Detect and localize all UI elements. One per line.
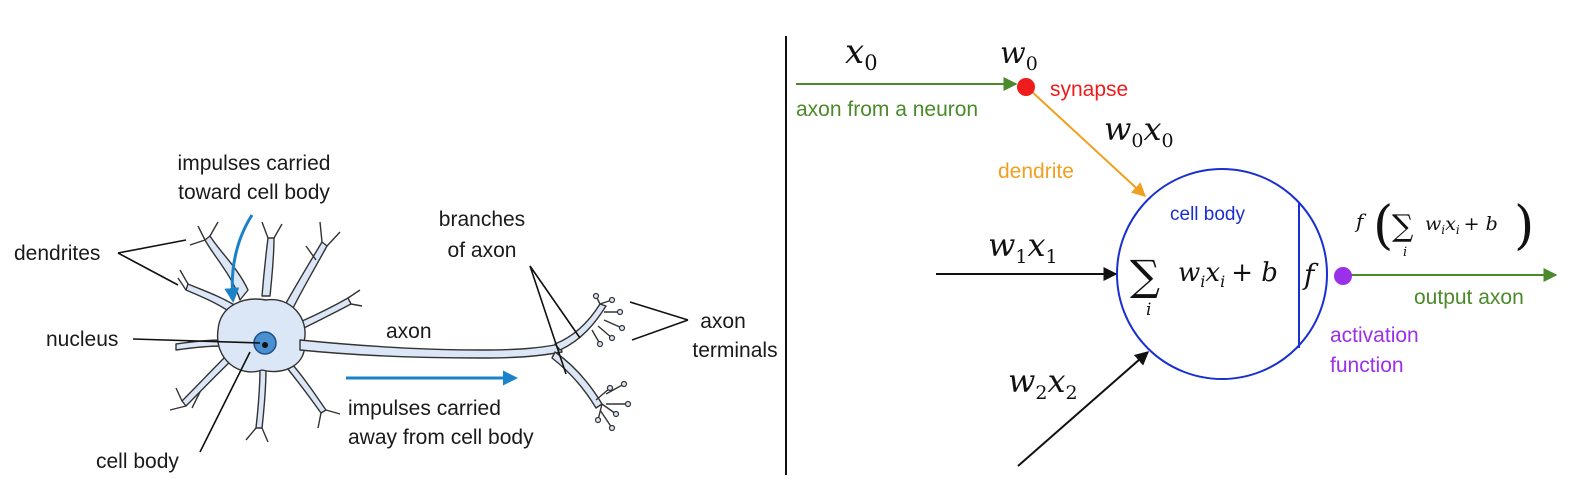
- mathematical-model: x0 w0 synapse axon from a neuron w0x0 de…: [796, 32, 1558, 467]
- impulses-away-label-line2: away from cell body: [348, 426, 534, 449]
- input-w2x2-arrow: [1017, 351, 1150, 467]
- axon-terminals-label-line1: axon: [700, 310, 746, 333]
- neuron-illustration: [169, 221, 628, 443]
- synapse-dot: [1017, 78, 1035, 96]
- activation-dot: [1334, 267, 1352, 285]
- branches-label-line2: of axon: [448, 239, 517, 262]
- f-symbol: f: [1302, 258, 1319, 291]
- impulses-toward-label-line1: impulses carried: [178, 152, 331, 175]
- dendrite-label: dendrite: [998, 160, 1074, 183]
- w0x0-product: w0x0: [1104, 110, 1174, 152]
- dendrites-label: dendrites: [14, 242, 100, 265]
- output-close-paren: ): [1514, 196, 1534, 256]
- output-formula: f ( ∑ i wixi + b ): [1354, 196, 1534, 260]
- w1x1-product: w1x1: [988, 226, 1058, 268]
- sum-symbol: ∑: [1130, 251, 1160, 300]
- impulses-away-label-line1: impulses carried: [348, 397, 501, 420]
- cell-body-circle: [1116, 168, 1328, 380]
- output-f: f: [1354, 209, 1367, 233]
- w0-symbol: w0: [1000, 36, 1038, 75]
- axon-label: axon: [386, 320, 432, 343]
- cell-body-label: cell body: [96, 450, 179, 473]
- impulses-toward-label-line2: toward cell body: [178, 181, 330, 204]
- biological-neuron: impulses carried toward cell body dendri…: [14, 152, 778, 473]
- dendrite-arrow: [1029, 89, 1147, 197]
- impulse-toward-arrow: [224, 214, 254, 303]
- axon-from-neuron-label: axon from a neuron: [796, 98, 978, 121]
- sum-index: i: [1146, 300, 1151, 320]
- x0-symbol: x0: [845, 32, 878, 75]
- output-sum-index: i: [1403, 245, 1407, 260]
- axon-terminals-label-line2: terminals: [692, 339, 777, 362]
- activation-label-line1: activation: [1330, 324, 1419, 347]
- activation-label-line2: function: [1330, 354, 1404, 377]
- nucleus-label: nucleus: [46, 328, 118, 351]
- output-sum-symbol: ∑: [1392, 209, 1414, 244]
- w2x2-product: w2x2: [1008, 362, 1078, 404]
- axon-terminal-knobs: [592, 292, 632, 432]
- output-axon-label: output axon: [1414, 286, 1524, 309]
- leader-lines: [117, 239, 689, 453]
- sum-expression: wixi + b: [1178, 258, 1278, 291]
- output-expression: wixi + b: [1425, 213, 1498, 237]
- cell-body-model-label: cell body: [1170, 204, 1245, 225]
- output-open-paren: (: [1373, 196, 1393, 256]
- synapse-label: synapse: [1050, 78, 1128, 101]
- branches-label-line1: branches: [439, 208, 525, 231]
